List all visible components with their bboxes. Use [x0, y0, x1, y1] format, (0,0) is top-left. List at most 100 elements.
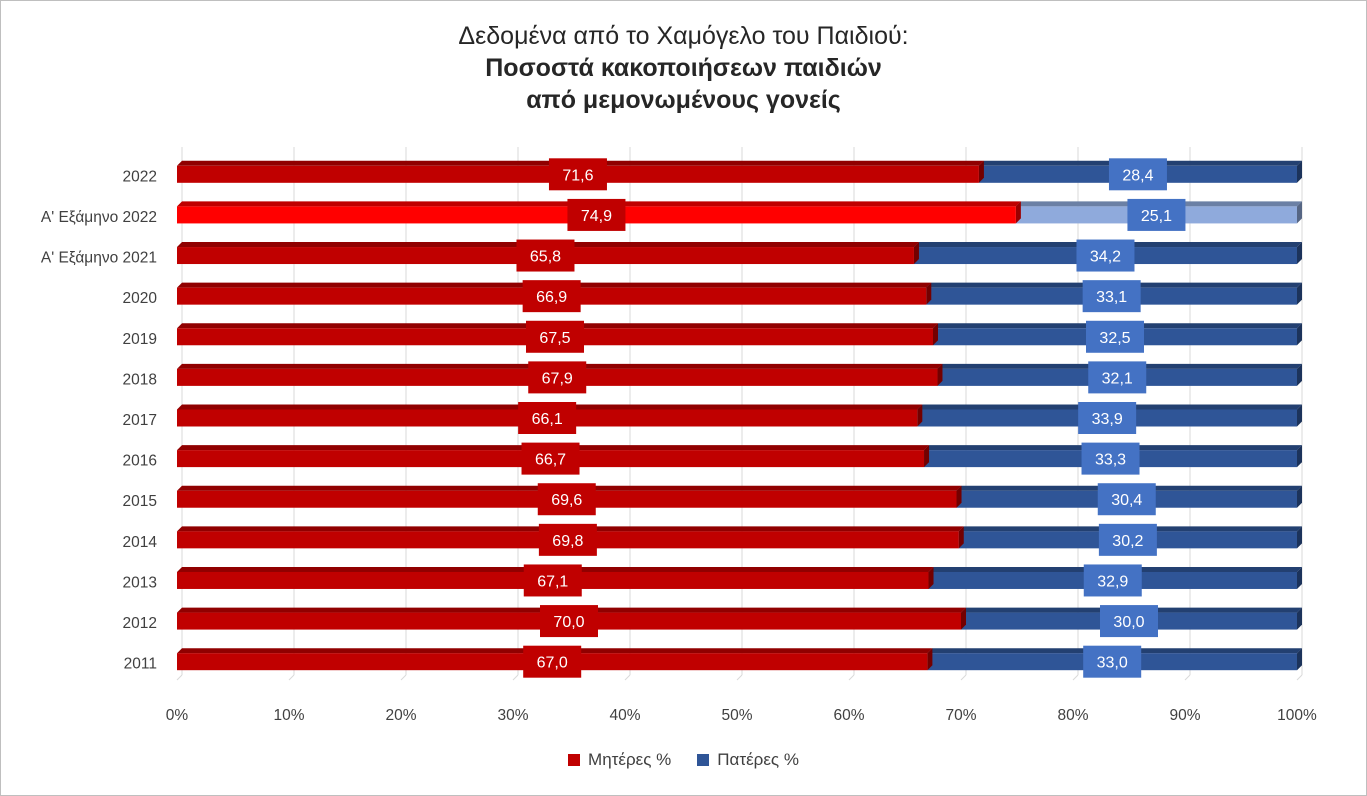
data-label-box: [518, 402, 577, 434]
legend-item-mothers: Μητέρες %: [568, 750, 671, 770]
data-label-box: [1081, 442, 1140, 475]
gridline-foot: [512, 674, 519, 681]
data-labels: 71,6 28,4 74,9 25,1 65,8 34,2 66,9 33,1 67,5 32,5…: [516, 158, 1186, 678]
gridline-foot: [1296, 674, 1303, 681]
data-label-box: [1100, 605, 1158, 638]
bar-side-face: [958, 526, 964, 549]
bar-side-face: [1297, 242, 1302, 265]
bar-chart: 71,6 28,4 74,9 25,1 65,8 34,2 66,9 33,1 67,5 32,5…: [41, 147, 1317, 724]
data-label-fathers: 32,5: [1086, 320, 1144, 353]
x-tick-label: 90%: [1169, 707, 1200, 724]
data-label-fathers: 32,1: [1088, 361, 1147, 394]
x-tick-label: 100%: [1277, 707, 1317, 724]
category-axis: 2022 Α' Εξάμηνο 2022 Α' Εξάμηνο 2021 2020 20…: [41, 168, 158, 672]
gridline-foot: [1072, 674, 1079, 681]
data-label-text: 69,8: [552, 533, 583, 550]
data-label-mothers: 66,1: [518, 402, 577, 434]
data-label-text: 32,5: [1099, 330, 1130, 347]
bar-side-face: [1297, 526, 1302, 549]
legend-item-fathers: Πατέρες %: [697, 750, 799, 770]
data-label-mothers: 74,9: [567, 198, 626, 231]
data-label-mothers: 66,9: [522, 280, 581, 313]
data-label-text: 30,0: [1113, 614, 1144, 631]
data-label-mothers: 71,6: [548, 158, 607, 191]
data-label-box: [567, 198, 626, 231]
category-label: 2020: [123, 290, 158, 307]
data-label-text: 33,3: [1095, 452, 1126, 469]
category-label: 2018: [123, 371, 157, 388]
bar-side-face: [1297, 282, 1302, 305]
category-label: 2014: [123, 534, 158, 551]
gridline-foot: [624, 674, 631, 681]
value-axis: 0% 10% 20% 30% 40% 50% 60% 70% 80% 90% 100%: [166, 707, 1317, 724]
legend-label-fathers: Πατέρες %: [717, 750, 799, 769]
legend-swatch-mothers: [568, 754, 581, 766]
x-tick-label: 50%: [721, 707, 752, 724]
data-label-fathers: 30,4: [1097, 483, 1156, 516]
data-label-text: 74,9: [581, 208, 612, 225]
data-label-box: [538, 523, 597, 556]
data-label-box: [1127, 198, 1186, 231]
x-tick-label: 80%: [1057, 707, 1088, 724]
gridline-foot: [848, 674, 855, 681]
chart-title-line3: από μεμονωμένους γονείς: [526, 86, 841, 114]
gridline-foot: [736, 674, 743, 681]
x-tick-label: 10%: [273, 707, 304, 724]
bar-side-face: [1297, 648, 1302, 671]
data-label-fathers: 28,4: [1108, 158, 1167, 191]
x-tick-label: 40%: [609, 707, 640, 724]
data-label-box: [1108, 158, 1167, 191]
bar-side-face: [1297, 607, 1302, 630]
data-label-box: [1083, 645, 1142, 678]
bar-side-face: [1297, 363, 1302, 386]
chart-title-line1: Δεδομένα από το Χαμόγελο του Παιδιού:: [458, 22, 909, 50]
category-label: Α' Εξάμηνο 2021: [41, 250, 157, 267]
gridline-foot: [960, 674, 967, 681]
bar-side-face: [1297, 445, 1302, 468]
bar-side-face: [913, 242, 919, 265]
x-tick-label: 20%: [385, 707, 416, 724]
data-label-text: 65,8: [530, 249, 561, 266]
data-label-text: 30,4: [1111, 492, 1142, 509]
gridline-foot: [288, 674, 295, 681]
bar-side-face: [1297, 323, 1302, 346]
data-label-box: [1083, 564, 1142, 597]
category-label: 2019: [123, 331, 157, 348]
data-label-box: [1086, 320, 1144, 353]
legend-swatch-fathers: [697, 754, 710, 766]
bar-side-face: [1297, 566, 1302, 589]
category-label: 2013: [123, 574, 157, 591]
legend-label-mothers: Μητέρες %: [588, 750, 672, 769]
category-label: 2022: [123, 168, 157, 185]
data-label-text: 32,9: [1097, 573, 1128, 590]
bar-side-face: [1015, 201, 1021, 224]
gridline-foot: [1184, 674, 1191, 681]
x-tick-label: 70%: [945, 707, 976, 724]
bar-side-face: [933, 323, 938, 346]
data-label-text: 66,9: [536, 289, 567, 306]
category-label: 2015: [123, 493, 157, 510]
data-label-fathers: 33,3: [1081, 442, 1140, 475]
data-label-mothers: 70,0: [540, 605, 598, 638]
data-label-text: 70,0: [553, 614, 584, 631]
data-label-text: 66,7: [535, 452, 566, 469]
data-label-text: 28,4: [1122, 167, 1153, 184]
data-label-box: [1097, 483, 1156, 516]
data-label-box: [1098, 523, 1157, 556]
data-label-text: 33,0: [1097, 655, 1128, 672]
data-label-box: [540, 605, 598, 638]
category-label: 2017: [123, 412, 157, 429]
x-tick-label: 30%: [497, 707, 528, 724]
data-label-text: 67,9: [542, 370, 573, 387]
data-label-text: 69,6: [551, 492, 582, 509]
bar-side-face: [978, 160, 984, 183]
x-tick-label: 0%: [166, 707, 189, 724]
data-label-box: [537, 483, 596, 516]
data-label-text: 67,1: [537, 573, 568, 590]
data-label-box: [528, 361, 587, 394]
gridline-foot: [400, 674, 407, 681]
legend: Μητέρες % Πατέρες %: [0, 750, 1367, 770]
bar-side-face: [917, 404, 923, 427]
data-label-fathers: 33,0: [1083, 645, 1142, 678]
data-label-text: 30,2: [1112, 533, 1143, 550]
